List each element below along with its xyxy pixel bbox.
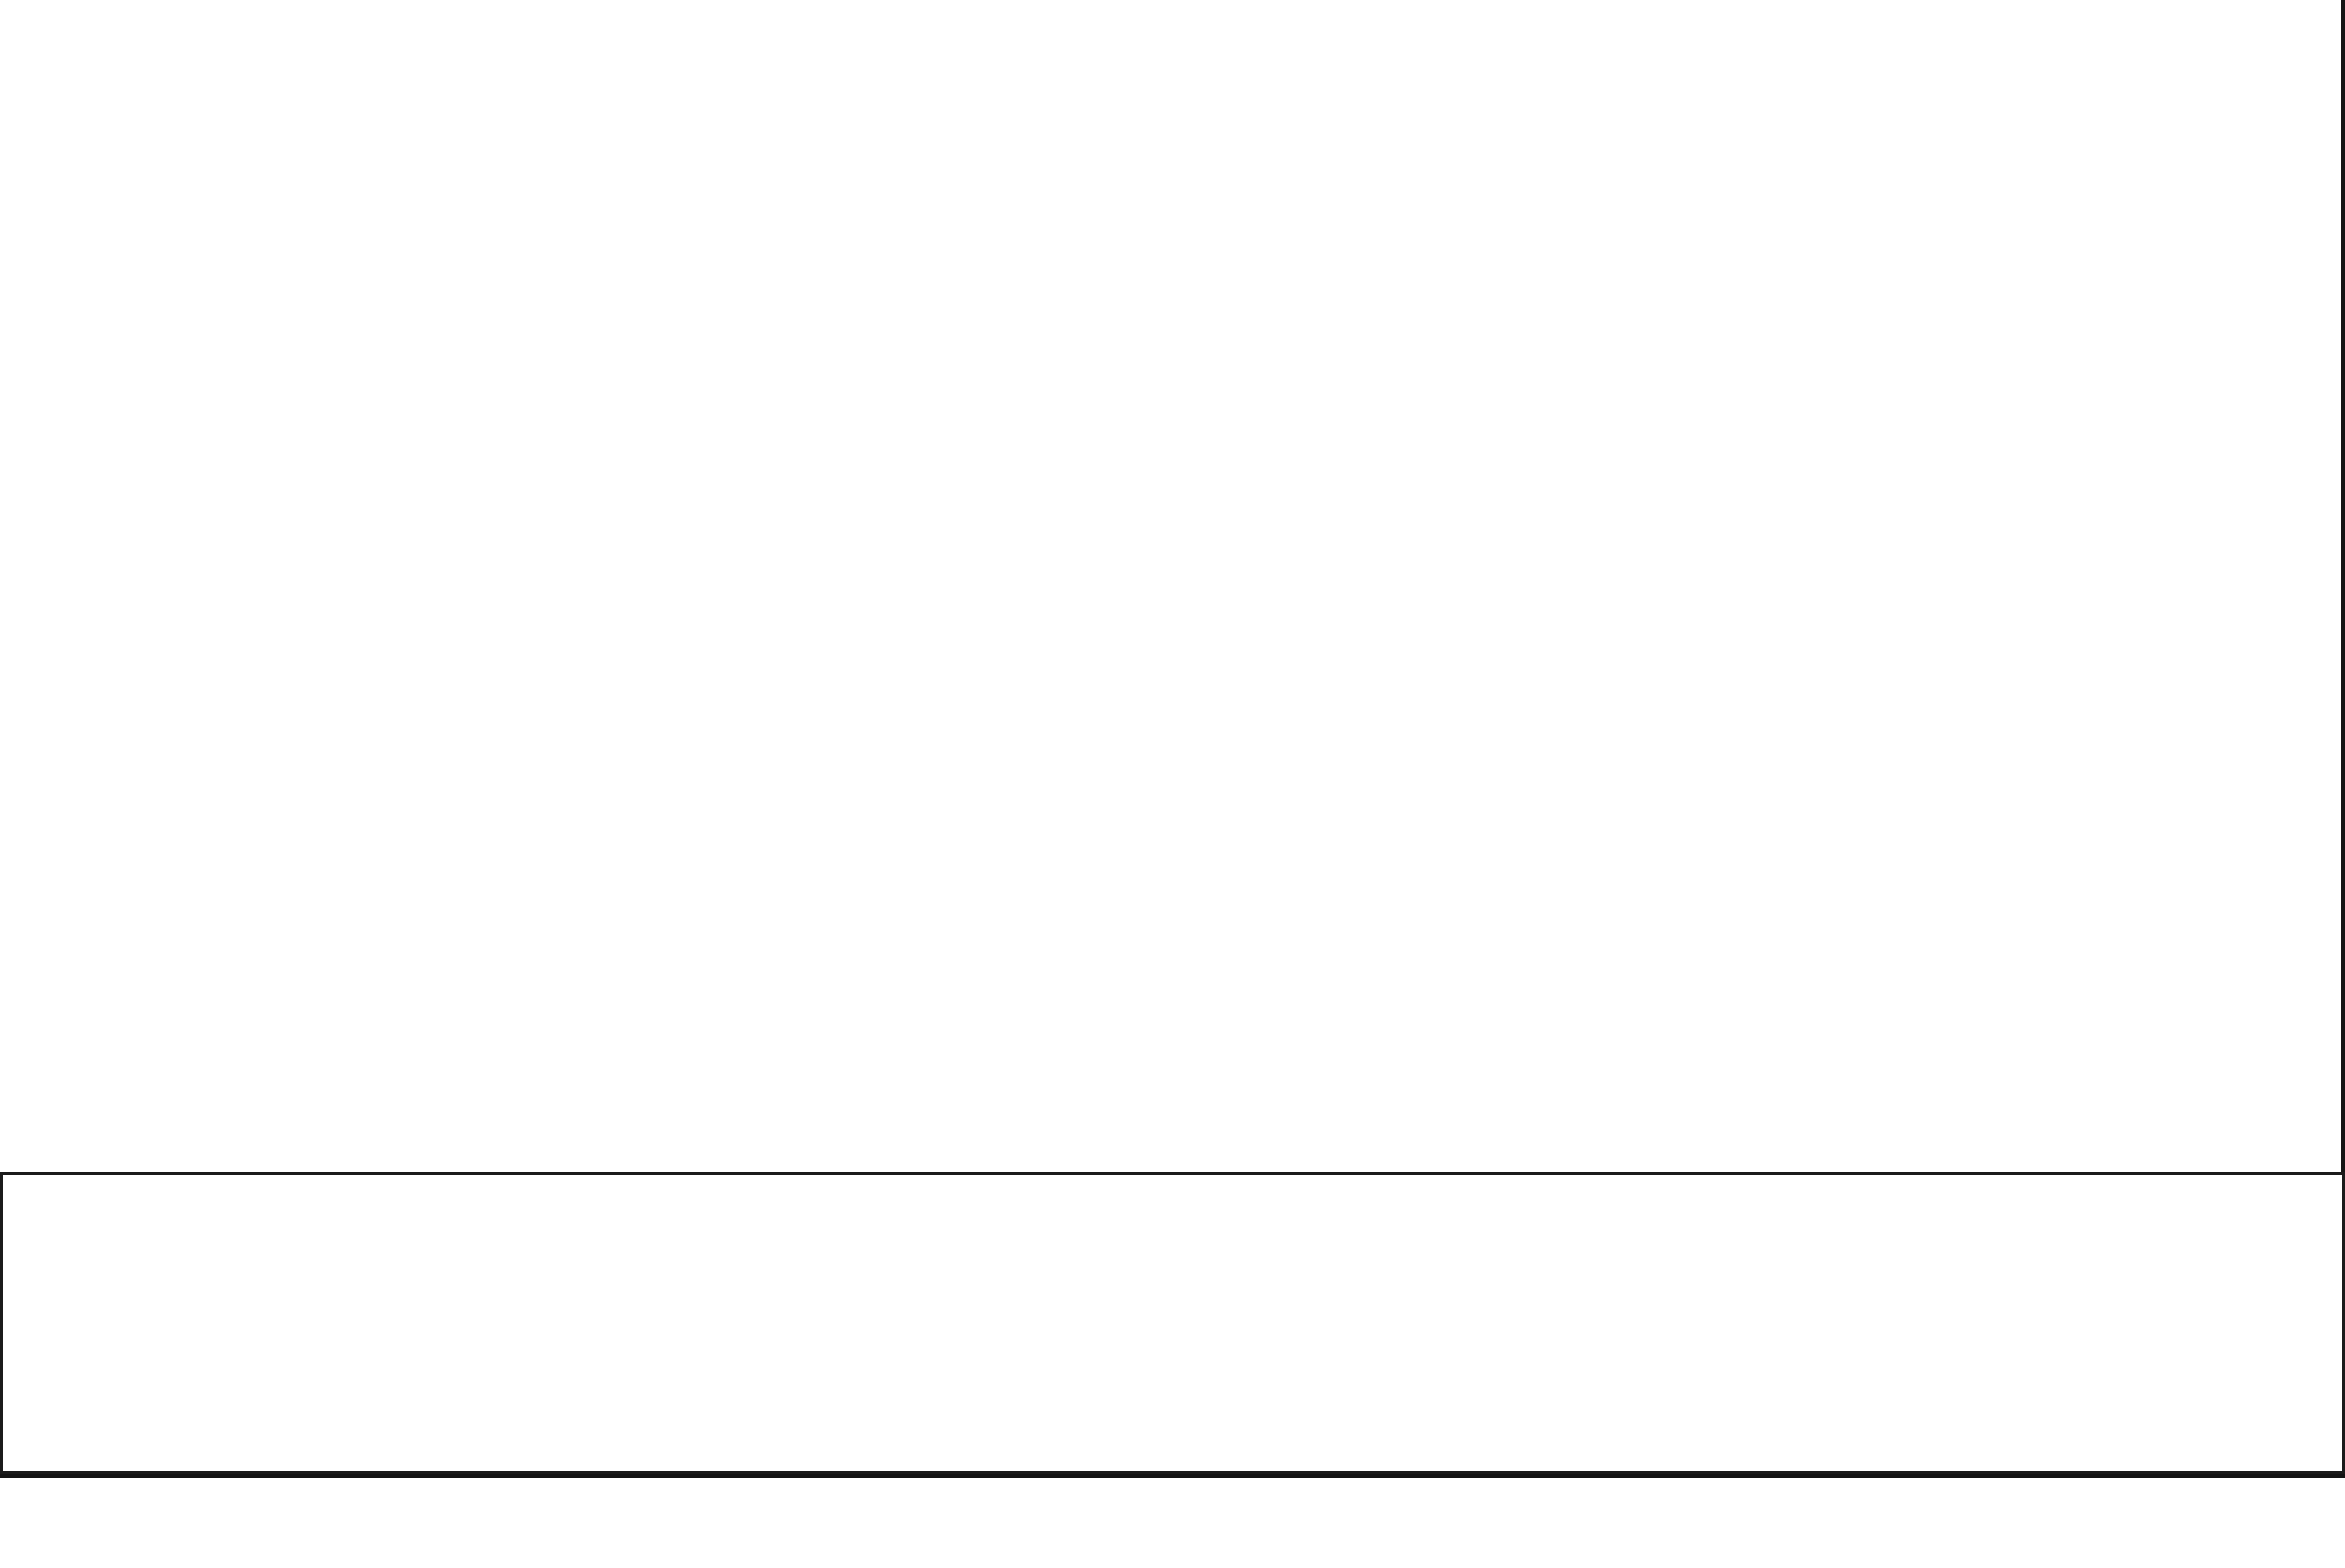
geologic-time-scale: [0, 1172, 2345, 1474]
time-axis-ruler: [0, 1474, 2345, 1568]
stage-row: [0, 1172, 2345, 1334]
cladogram: [0, 0, 2345, 1172]
epoch-row: [0, 1334, 2345, 1412]
right-frame-edge: [2341, 0, 2345, 1172]
axis-line: [0, 1474, 2345, 1478]
period-row: [0, 1412, 2345, 1474]
